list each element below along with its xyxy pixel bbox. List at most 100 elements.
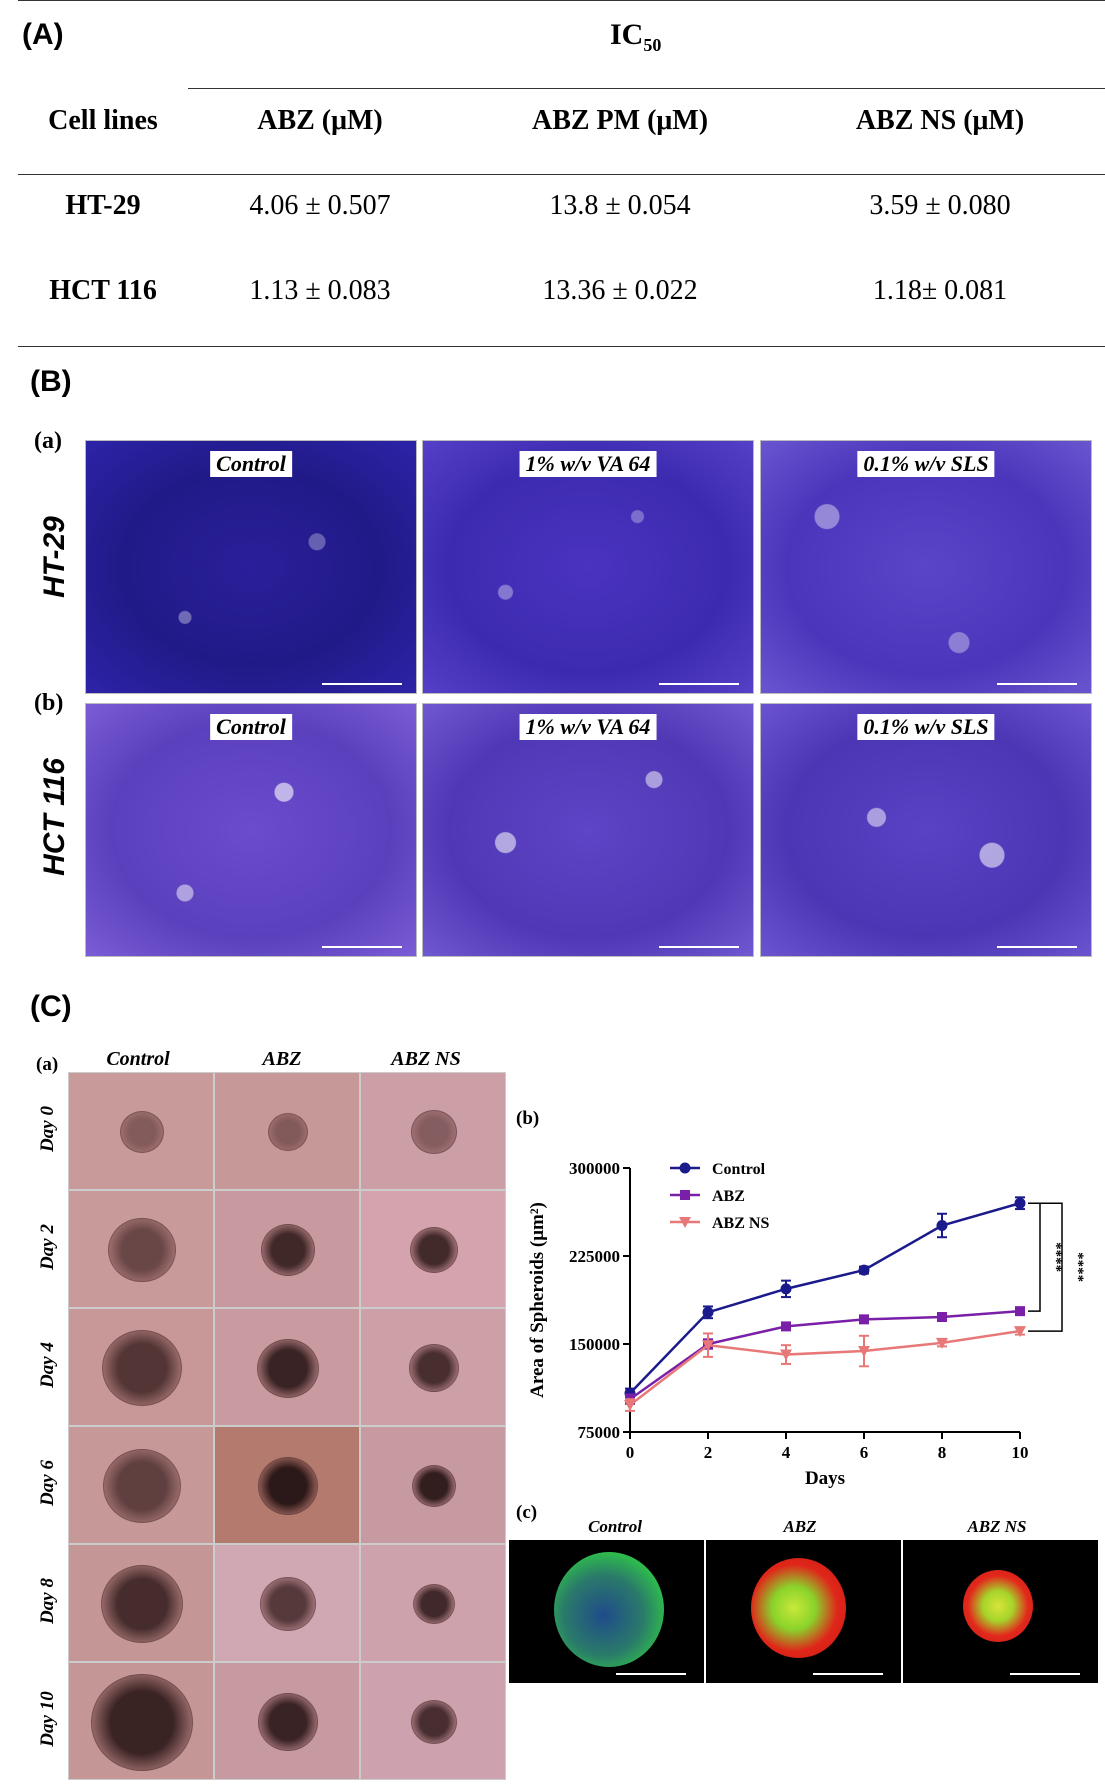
spheroid-image <box>360 1426 506 1544</box>
panel-c-sub-c: (c) <box>516 1502 538 1523</box>
micrograph-label: 0.1% w/v SLS <box>857 714 995 740</box>
micrograph-label: 1% w/v VA 64 <box>519 451 657 477</box>
row-hct116-abz-pm: 13.36 ± 0.022 <box>542 275 698 306</box>
spheroid-image <box>68 1190 214 1308</box>
row-hct116-abz: 1.13 ± 0.083 <box>249 275 391 306</box>
scale-bar <box>997 946 1077 948</box>
spheroid-image <box>360 1072 506 1190</box>
scale-bar <box>997 683 1077 685</box>
day-label: Day 6 <box>37 1460 58 1506</box>
panel-b-sub-b: (b) <box>34 690 64 716</box>
spheroid-image <box>68 1426 214 1544</box>
ic50-subscript: 50 <box>643 35 662 55</box>
data-point <box>936 1219 948 1231</box>
ic50-label: IC <box>610 18 644 51</box>
y-axis-label: Area of Spheroids (μm²) <box>527 1202 548 1398</box>
row-ht29-abz-ns: 3.59 ± 0.080 <box>869 190 1011 221</box>
row-label-hct116: HCT 116 <box>38 758 71 876</box>
spheroid-image <box>214 1426 360 1544</box>
day-label: Day 4 <box>37 1342 58 1388</box>
scale-bar <box>659 946 739 948</box>
panel-b-sub-a: (a) <box>34 428 62 454</box>
row-hct116-abz-ns: 1.18± 0.081 <box>872 275 1008 306</box>
data-point <box>702 1340 714 1352</box>
y-tick-label: 225000 <box>569 1247 620 1266</box>
series-line <box>629 1201 1021 1395</box>
fluo-label-control: Control <box>588 1517 642 1536</box>
spheroid-blob <box>963 1570 1033 1642</box>
x-tick-label: 2 <box>704 1443 713 1462</box>
table-header-rule <box>18 174 1105 175</box>
micrograph-hct116-control: Control <box>85 703 417 957</box>
y-tick-label: 300000 <box>569 1159 620 1178</box>
spheroid-blob <box>260 1577 316 1631</box>
significance-bracket <box>1028 1202 1063 1332</box>
day-label: Day 8 <box>37 1578 58 1624</box>
data-point <box>936 1337 948 1349</box>
day-label: Day 10 <box>37 1691 58 1747</box>
header-abz-ns: ABZ NS (μM) <box>855 105 1025 136</box>
x-tick-label: 4 <box>782 1443 791 1462</box>
spheroid-image <box>214 1072 360 1190</box>
micrograph-hct116-sls: 0.1% w/v SLS <box>760 703 1092 957</box>
series-line <box>629 1329 1021 1407</box>
data-point <box>1014 1326 1026 1338</box>
row-ht29-abz: 4.06 ± 0.507 <box>249 190 391 221</box>
significance-bracket <box>1028 1202 1041 1312</box>
spheroid-image <box>68 1072 214 1190</box>
spheroid-image <box>360 1190 506 1308</box>
data-point <box>679 1217 691 1228</box>
spheroid-image <box>214 1308 360 1426</box>
spheroid-image <box>214 1544 360 1662</box>
spheroid-blob <box>410 1227 458 1273</box>
spheroid-blob <box>409 1344 459 1392</box>
x-axis-label: Days <box>805 1468 845 1489</box>
panel-c-letter: (C) <box>30 990 72 1023</box>
micrograph-label: Control <box>210 451 292 477</box>
spheroid-blob <box>102 1329 182 1407</box>
spheroid-image <box>360 1544 506 1662</box>
significance-label: **** <box>1048 1242 1064 1272</box>
scale-bar <box>322 946 402 948</box>
legend-label: ABZ NS <box>712 1215 769 1232</box>
spheroid-blob <box>91 1673 193 1771</box>
spheroid-blob <box>751 1558 846 1658</box>
data-point <box>624 1400 636 1412</box>
spheroid-image <box>68 1662 214 1780</box>
spheroid-blob <box>412 1465 456 1507</box>
data-point <box>859 1314 869 1325</box>
spheroid-blob <box>258 1693 318 1751</box>
data-point <box>780 1283 792 1295</box>
row-label-ht29: HT-29 <box>38 516 71 598</box>
scale-bar <box>1010 1673 1080 1675</box>
spheroid-blob <box>257 1338 319 1398</box>
spheroid-blob <box>411 1700 457 1744</box>
header-abz-pm: ABZ PM (μM) <box>531 105 709 136</box>
data-point <box>702 1306 714 1318</box>
column-header-control: Control <box>106 1048 170 1070</box>
data-point <box>937 1312 947 1323</box>
scale-bar <box>322 683 402 685</box>
spheroid-blob <box>411 1110 457 1154</box>
micrograph-label: 1% w/v VA 64 <box>519 714 657 740</box>
x-tick-label: 6 <box>860 1443 869 1462</box>
fluorescence-abz-ns <box>903 1540 1098 1683</box>
y-tick-label: 150000 <box>569 1335 620 1354</box>
micrograph-label: 0.1% w/v SLS <box>857 451 995 477</box>
spheroid-blob <box>413 1584 455 1624</box>
row-ht29-label: HT-29 <box>65 190 141 221</box>
spheroid-blob <box>103 1448 181 1524</box>
micrograph-label: Control <box>210 714 292 740</box>
micrograph-ht29-control: Control <box>85 440 417 694</box>
spheroid-image <box>360 1308 506 1426</box>
header-abz: ABZ (μM) <box>257 105 383 136</box>
row-ht29-abz-pm: 13.8 ± 0.054 <box>549 190 691 221</box>
day-label: Day 0 <box>37 1106 58 1152</box>
micrograph-hct116-va64: 1% w/v VA 64 <box>422 703 754 957</box>
spheroid-blob <box>261 1224 315 1276</box>
spheroid-blob <box>101 1565 183 1643</box>
spheroid-blob <box>268 1112 308 1152</box>
fluo-label-abz: ABZ <box>783 1517 817 1536</box>
data-point <box>858 1264 870 1276</box>
scale-bar <box>813 1673 883 1675</box>
